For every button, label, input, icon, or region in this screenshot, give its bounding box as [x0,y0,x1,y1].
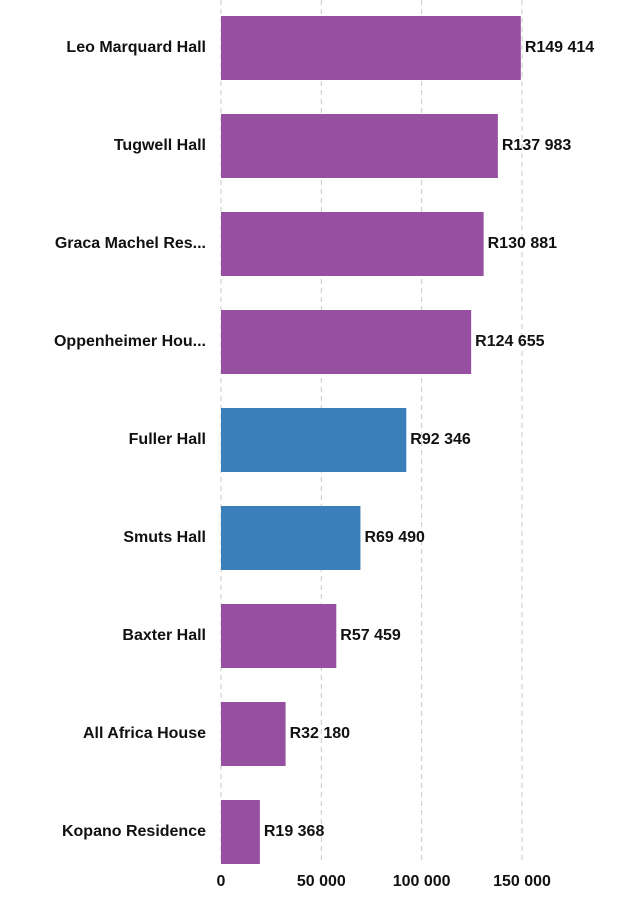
value-label: R69 490 [364,529,425,546]
bar [221,114,498,178]
bar [221,604,337,668]
value-label: R19 368 [264,823,325,840]
value-label: R124 655 [475,333,544,350]
value-label: R137 983 [502,137,571,154]
x-tick-label: 100 000 [393,873,451,890]
bar [221,506,361,570]
value-label: R92 346 [410,431,471,448]
value-label: R130 881 [488,235,557,252]
y-tick-label: Baxter Hall [122,627,206,644]
x-tick-label: 50 000 [297,873,346,890]
y-tick-label: All Africa House [83,725,206,742]
y-tick-label: Graca Machel Res... [55,235,206,252]
value-label: R32 180 [290,725,351,742]
y-tick-label: Fuller Hall [129,431,206,448]
value-label: R57 459 [340,627,401,644]
y-tick-label: Tugwell Hall [114,137,206,154]
bar [221,800,260,864]
bar [221,212,484,276]
bar [221,408,407,472]
bar [221,16,521,80]
bar [221,310,472,374]
x-tick-label: 150 000 [493,873,551,890]
bar [221,702,286,766]
y-tick-label: Kopano Residence [62,823,206,840]
y-tick-label: Smuts Hall [123,529,206,546]
y-tick-label: Leo Marquard Hall [66,39,206,56]
y-tick-label: Oppenheimer Hou... [54,333,206,350]
x-tick-label: 0 [217,873,226,890]
value-label: R149 414 [525,39,594,56]
